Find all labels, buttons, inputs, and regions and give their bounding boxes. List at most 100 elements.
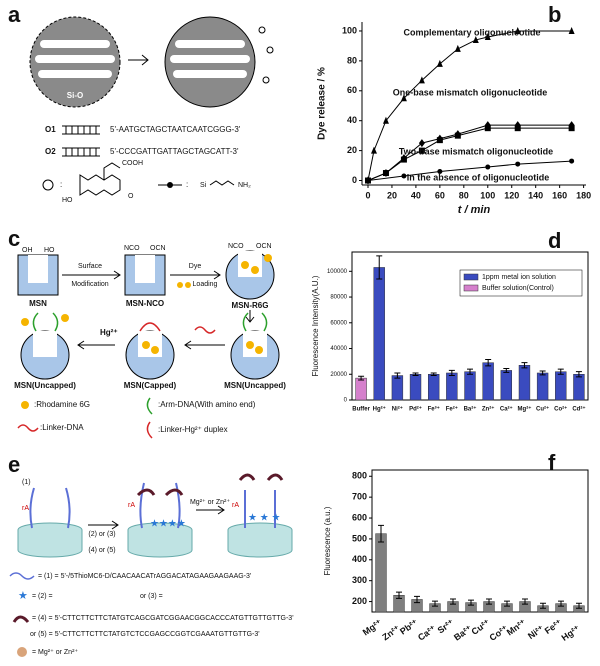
chem: NH₂ [238,182,251,189]
legend-symbol: ★ [18,590,28,602]
dye [241,261,249,269]
dyes: ★ ★ ★ [248,513,280,524]
enzyme [238,473,284,481]
y-tick-label: 80 [347,55,357,65]
definition: or (3) = [140,593,163,600]
error-bar [503,367,510,373]
cylinder [17,530,83,558]
definition: = Mg²⁺ or Zn²⁺ [32,649,78,656]
error-bar [468,599,474,606]
error-bar [576,602,582,609]
y-tick-label: 60 [347,85,357,95]
xanthene [79,162,121,196]
legend-swatch [463,273,479,281]
arrow [62,270,121,280]
dye [258,26,266,34]
definition: = (1) = 5'-/5ThioMC6-D/CAACAACATrAGGACAT… [38,573,251,580]
dye [264,254,272,262]
x-tick-label: 40 [411,190,421,200]
legend-text: :Arm-DNA(With amino end) [158,400,256,409]
plot-frame [371,469,589,613]
definition: = (2) = [32,593,53,600]
x-tick-label: Ni²⁺ [392,406,403,413]
bar [427,374,440,401]
panel-label: b [548,2,561,27]
y-tick-label: 20000 [330,372,347,378]
msn-label: MSN(Uncapped) [14,381,76,390]
error-bar [575,371,582,378]
marker [472,35,479,43]
legend-text: Buffer solution(Control) [482,285,554,292]
series-label: One-base mismatch oligonucleotide [393,87,548,97]
cylinder [127,530,193,558]
chem: HO [62,197,73,204]
legend-symbol [12,615,30,623]
dye [142,341,150,349]
marker [454,44,461,52]
msn-label: MSN-R6G [232,301,269,310]
error-bar [558,600,564,607]
bar [375,533,387,613]
marker [484,32,491,40]
x-tick-label: Fe³⁺ [428,406,440,413]
group: NCO [124,245,140,252]
marker [514,26,521,34]
y-tick-label: 500 [352,533,367,543]
legend-text: 1ppm metal ion solution [482,274,556,281]
x-tick-label: Zn²⁺ [482,406,495,413]
x-tick-label: Hg²⁺ [560,623,582,643]
panel-label: e [8,452,20,477]
legend-text: :Rhodamine 6G [34,400,90,409]
y-tick-label: 400 [352,554,367,564]
chem: O [128,193,134,200]
x-tick-label: Mn²⁺ [505,617,528,637]
panel-e: e (1) rA (2) or (3) (4) or (5) rA ★★★★ M… [8,452,294,657]
y-axis-label: Fluorescence Intensity(A.U.) [311,275,320,376]
bar [355,377,367,401]
dye [177,282,183,288]
marker [515,161,521,167]
dye [185,282,191,288]
x-tick-label: 160 [552,190,567,200]
bar [482,362,494,401]
msn-label: MSN [29,299,47,308]
arrow [88,520,119,530]
pore [175,40,245,48]
error-bar [414,595,420,604]
pore [173,70,247,78]
line [367,160,572,182]
step: Mg²⁺ or Zn²⁺ [190,499,230,506]
x-tick-label: Mg²⁺ [518,406,532,413]
group: HO [44,247,55,254]
pore [40,40,110,48]
y-tick-label: 600 [352,512,367,522]
error-bar [448,369,455,377]
error-bar [486,598,492,605]
x-tick-label: 180 [576,190,591,200]
y-axis-label: Dye release / % [317,67,328,140]
dye-symbol [42,179,54,191]
x-tick-label: 120 [504,190,519,200]
arm-dna [32,312,59,332]
panel-label: f [548,450,556,475]
line [367,30,572,181]
label: rA [22,505,29,512]
bar [573,374,585,401]
label: (1) [22,479,31,486]
group: OH [22,247,33,254]
marker [437,169,443,175]
error-bar [376,255,383,280]
step: Loading [193,281,218,288]
x-tick-label: Ca²⁺ [416,623,438,642]
x-axis-label: t / min [458,204,491,216]
sequence: 5'-AATGCTAGCTAATCAATCGGG-3' [110,125,241,134]
cylinders [17,522,293,558]
cylinder [227,530,293,558]
arm-dna [242,312,268,332]
error-bar [432,600,438,607]
chem: COOH [122,160,143,167]
dye [246,341,254,349]
chem: Si [200,182,207,189]
bar [555,371,567,401]
panel-a: a Si-O O1 5'-AATGCTAGCTAATCAATCGGG-3' O2… [8,2,274,204]
